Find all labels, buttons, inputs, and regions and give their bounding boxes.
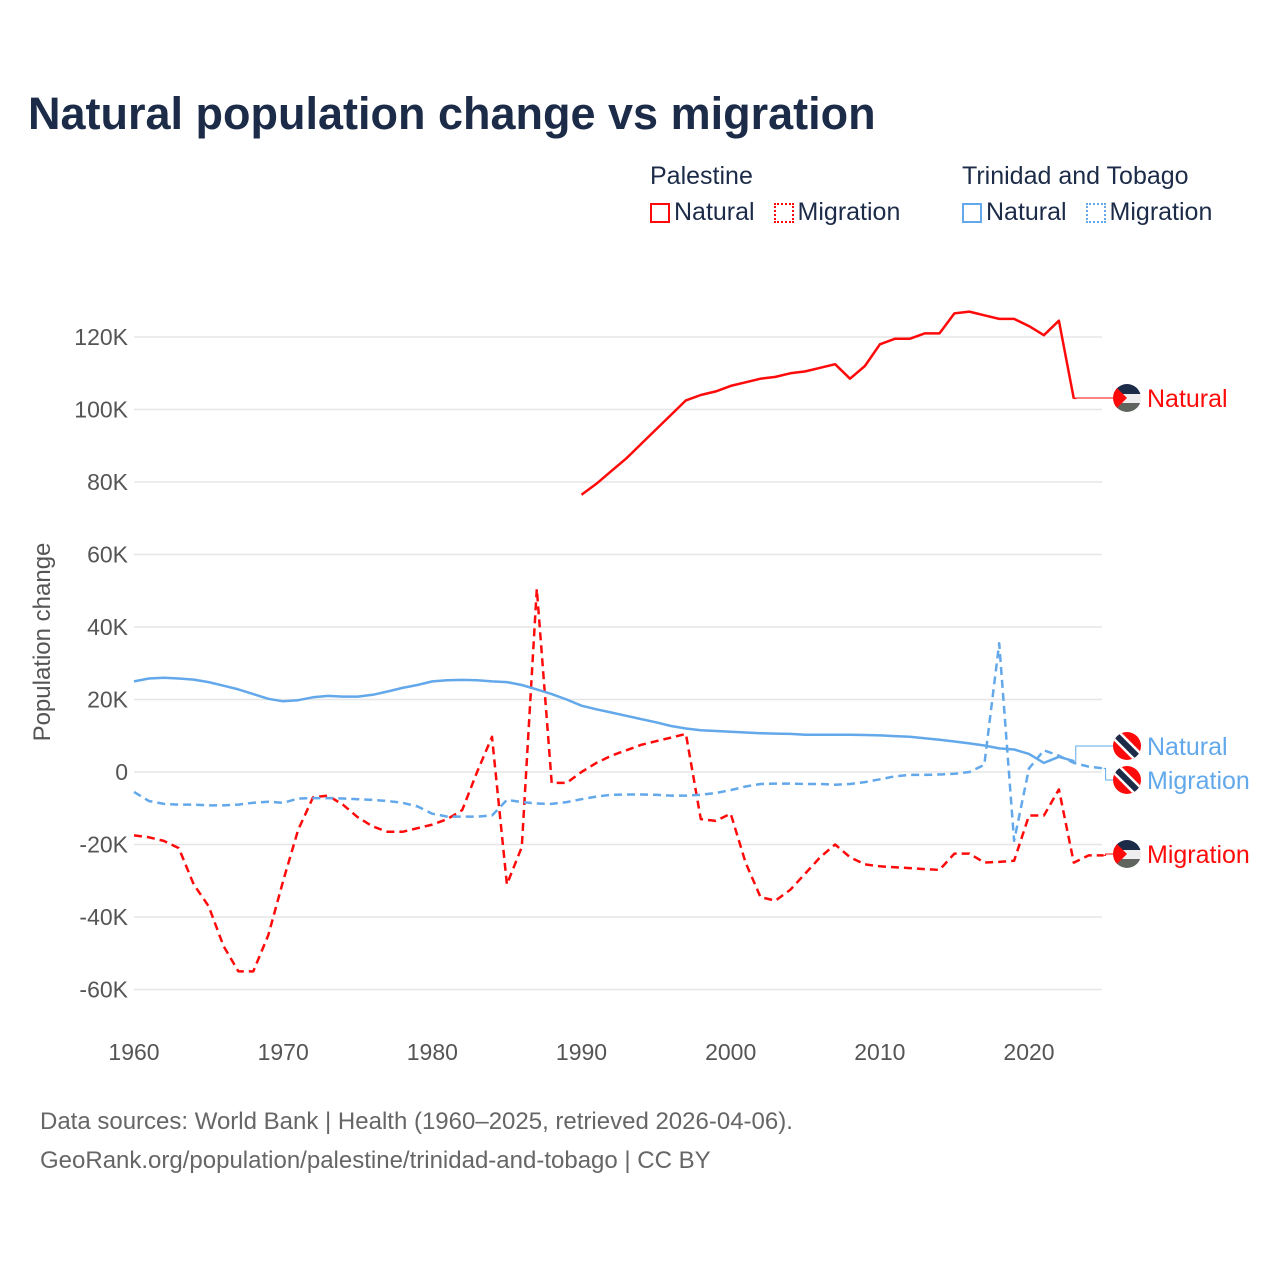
legend-item-trinidad-natural[interactable]: Natural: [962, 198, 1067, 227]
x-tick-label: 2000: [705, 1039, 756, 1065]
legend-item-trinidad-migration[interactable]: Migration: [1085, 198, 1213, 227]
solid-swatch-icon: [650, 202, 670, 223]
legend-group-title: Palestine: [650, 162, 753, 190]
grid: [134, 336, 1102, 991]
legend-group-trinidad: Trinidad and Tobago Natural Migration: [962, 162, 1224, 230]
y-tick-label: 60K: [87, 542, 129, 568]
end-label: Natural: [1147, 385, 1228, 413]
footer-link[interactable]: GeoRank.org/population/palestine/trinida…: [40, 1147, 711, 1174]
label-connector: [1073, 745, 1113, 762]
label-connector: [1073, 397, 1113, 400]
legend-item-palestine-natural[interactable]: Natural: [650, 198, 755, 227]
footer-sources: Data sources: World Bank | Health (1960–…: [40, 1108, 793, 1135]
end-label: Natural: [1147, 733, 1228, 761]
legend-label: Migration: [797, 198, 901, 226]
x-tick-label: 2020: [1003, 1039, 1054, 1065]
label-connector: [1103, 853, 1113, 856]
end-label: Migration: [1147, 767, 1250, 795]
y-tick-label: 80K: [87, 469, 129, 495]
y-tick-label: 100K: [74, 397, 128, 423]
y-tick-label: -60K: [79, 977, 128, 1003]
y-tick-label: 0: [115, 759, 128, 785]
legend-label: Migration: [1109, 198, 1213, 226]
x-tick-label: 1970: [258, 1039, 309, 1065]
chart-title: Natural population change vs migration: [28, 88, 876, 139]
legend-group-title: Trinidad and Tobago: [962, 162, 1189, 190]
trinidad-flag-icon: [1113, 766, 1141, 794]
x-tick-label: 2010: [854, 1039, 905, 1065]
series-line-trinidad-and-tobago-migration[interactable]: [133, 642, 1104, 843]
series-line-palestine-natural[interactable]: [580, 310, 1076, 496]
legend-label: Natural: [986, 198, 1067, 226]
x-tick-label: 1960: [108, 1039, 159, 1065]
legend-item-palestine-migration[interactable]: Migration: [773, 198, 901, 227]
y-tick-label: 120K: [74, 324, 128, 350]
series-line-trinidad-and-tobago-natural[interactable]: [133, 676, 1075, 765]
end-labels: Natural Migration Natural Migration: [1073, 384, 1250, 869]
x-axis: 1960 1970 1980 1990 2000 2010 2020: [108, 1039, 1054, 1065]
legend-label: Natural: [674, 198, 755, 226]
palestine-flag-icon: [1113, 840, 1141, 868]
palestine-flag-icon: [1113, 384, 1141, 412]
end-label: Migration: [1147, 841, 1250, 869]
y-tick-label: 40K: [87, 614, 129, 640]
x-tick-label: 1990: [556, 1039, 607, 1065]
y-axis: -60K -40K -20K 0 20K 40K 60K 80K 100K 120K: [74, 324, 128, 1003]
x-tick-label: 1980: [407, 1039, 458, 1065]
dotted-swatch-icon: [1085, 202, 1106, 223]
trinidad-flag-icon: [1113, 732, 1141, 760]
y-axis-label: Population change: [29, 543, 56, 742]
legend-group-palestine: Palestine Natural Migration: [650, 162, 912, 230]
y-tick-label: -20K: [79, 832, 128, 858]
y-tick-label: -40K: [79, 904, 128, 930]
solid-swatch-icon: [962, 202, 982, 223]
series-layer: [133, 310, 1104, 973]
dotted-swatch-icon: [773, 202, 794, 223]
y-tick-label: 20K: [87, 687, 129, 713]
series-line-palestine-migration[interactable]: [133, 587, 1104, 973]
label-connector: [1103, 767, 1113, 781]
